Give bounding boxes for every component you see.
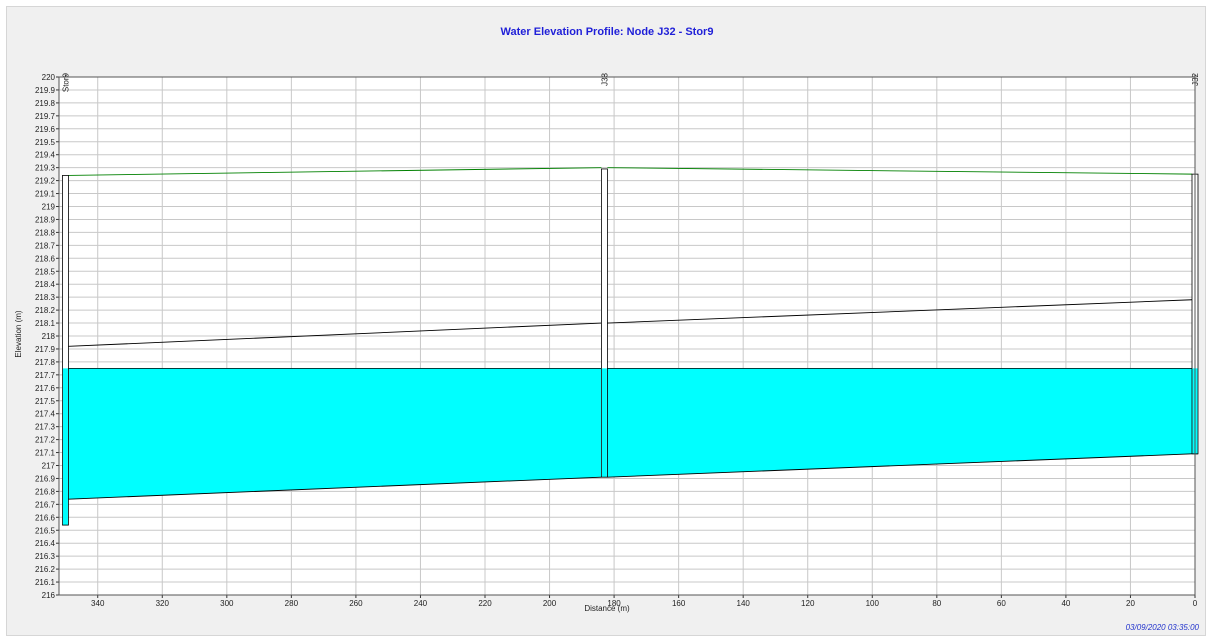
x-tick-label: 160 xyxy=(672,599,686,608)
plot-frame xyxy=(58,76,1196,596)
y-tick-label: 218.8 xyxy=(35,228,56,237)
y-tick-label: 216.5 xyxy=(35,526,56,535)
y-tick-label: 217.7 xyxy=(35,371,56,380)
conduit-crown-line xyxy=(68,322,602,347)
y-tick-label: 218.2 xyxy=(35,306,56,315)
y-tick-label: 219.1 xyxy=(35,190,56,199)
y-tick-label: 218.3 xyxy=(35,293,56,302)
y-tick-label: 219.8 xyxy=(35,99,56,108)
x-tick-label: 40 xyxy=(1061,599,1070,608)
y-tick-label: 216.4 xyxy=(35,539,56,548)
y-tick-label: 219.2 xyxy=(35,177,56,186)
water-fill xyxy=(65,368,1195,500)
chart-title: Water Elevation Profile: Node J32 - Stor… xyxy=(501,26,714,38)
y-tick-label: 219.6 xyxy=(35,125,56,134)
x-tick-label: 100 xyxy=(866,599,880,608)
x-axis-label: Distance (m) xyxy=(584,604,630,613)
x-tick-label: 260 xyxy=(349,599,363,608)
y-axis-label: Elevation (m) xyxy=(14,310,23,357)
node-label: Stor9 xyxy=(61,72,70,92)
y-tick-label: 216 xyxy=(42,591,56,600)
y-tick-label: 219.7 xyxy=(35,112,56,121)
y-tick-label: 219.3 xyxy=(35,164,56,173)
y-tick-label: 216.2 xyxy=(35,565,56,574)
y-tick-label: 219 xyxy=(42,203,56,212)
x-tick-label: 0 xyxy=(1193,599,1198,608)
x-tick-label: 320 xyxy=(156,599,170,608)
y-tick-label: 216.3 xyxy=(35,552,56,561)
y-tick-label: 218 xyxy=(42,332,56,341)
x-tick-label: 140 xyxy=(737,599,751,608)
y-tick-label: 217.1 xyxy=(35,449,56,458)
x-tick-label: 120 xyxy=(801,599,815,608)
y-tick-label: 218.7 xyxy=(35,241,56,250)
x-tick-label: 280 xyxy=(285,599,299,608)
y-tick-label: 219.4 xyxy=(35,151,56,160)
x-tick-label: 80 xyxy=(932,599,941,608)
y-tick-label: 217 xyxy=(42,462,56,471)
node-water xyxy=(62,368,68,526)
conduit-invert-line xyxy=(607,453,1193,478)
x-tick-label: 300 xyxy=(220,599,234,608)
grid xyxy=(59,76,1196,596)
x-tick-label: 240 xyxy=(414,599,428,608)
y-tick-label: 218.1 xyxy=(35,319,56,328)
y-tick-label: 218.9 xyxy=(35,215,56,224)
tick-labels: 216 216.1 216.2 216.3 216.4 216.5 216.6 216.7 21… xyxy=(35,73,1198,608)
profile-lines xyxy=(68,167,1193,500)
x-tick-label: 220 xyxy=(478,599,492,608)
y-tick-label: 218.6 xyxy=(35,254,56,263)
y-tick-label: 217.3 xyxy=(35,423,56,432)
y-tick-label: 217.5 xyxy=(35,397,56,406)
y-tick-label: 217.6 xyxy=(35,384,56,393)
x-tick-label: 60 xyxy=(997,599,1006,608)
y-tick-label: 218.5 xyxy=(35,267,56,276)
node-label: J33 xyxy=(600,72,609,85)
y-tick-label: 217.4 xyxy=(35,410,56,419)
y-tick-label: 216.1 xyxy=(35,578,56,587)
y-tick-label: 218.4 xyxy=(35,280,56,289)
ground-line xyxy=(607,167,1193,175)
x-tick-label: 340 xyxy=(91,599,105,608)
y-tick-label: 219.9 xyxy=(35,86,56,95)
x-tick-label: 200 xyxy=(543,599,557,608)
x-tick-label: 180 xyxy=(607,599,621,608)
y-tick-label: 219.5 xyxy=(35,138,56,147)
node-water xyxy=(601,368,607,478)
y-tick-label: 217.8 xyxy=(35,358,56,367)
y-tick-label: 216.6 xyxy=(35,513,56,522)
y-tick-label: 217.9 xyxy=(35,345,56,354)
profile-chart: Stor9 J33 J32 216216.1216.2216.3216.4216.5… xyxy=(14,26,1200,632)
x-tick-label: 20 xyxy=(1126,599,1135,608)
y-tick-label: 216.7 xyxy=(35,500,56,509)
conduit-crown-line xyxy=(607,299,1193,324)
y-tick-label: 216.8 xyxy=(35,487,56,496)
chart-panel: Stor9 J33 J32 216 216.1 216.2 216.3 216.4 216.5… xyxy=(6,6,1206,636)
conduit-invert-line xyxy=(68,476,602,500)
ground-line xyxy=(68,167,602,176)
y-tick-label: 217.2 xyxy=(35,436,56,445)
y-tick-label: 220 xyxy=(42,73,56,82)
plot-border xyxy=(58,76,1196,596)
y-tick-label: 216.9 xyxy=(35,474,56,483)
timestamp: 03/09/2020 03:35:00 xyxy=(1126,623,1200,632)
